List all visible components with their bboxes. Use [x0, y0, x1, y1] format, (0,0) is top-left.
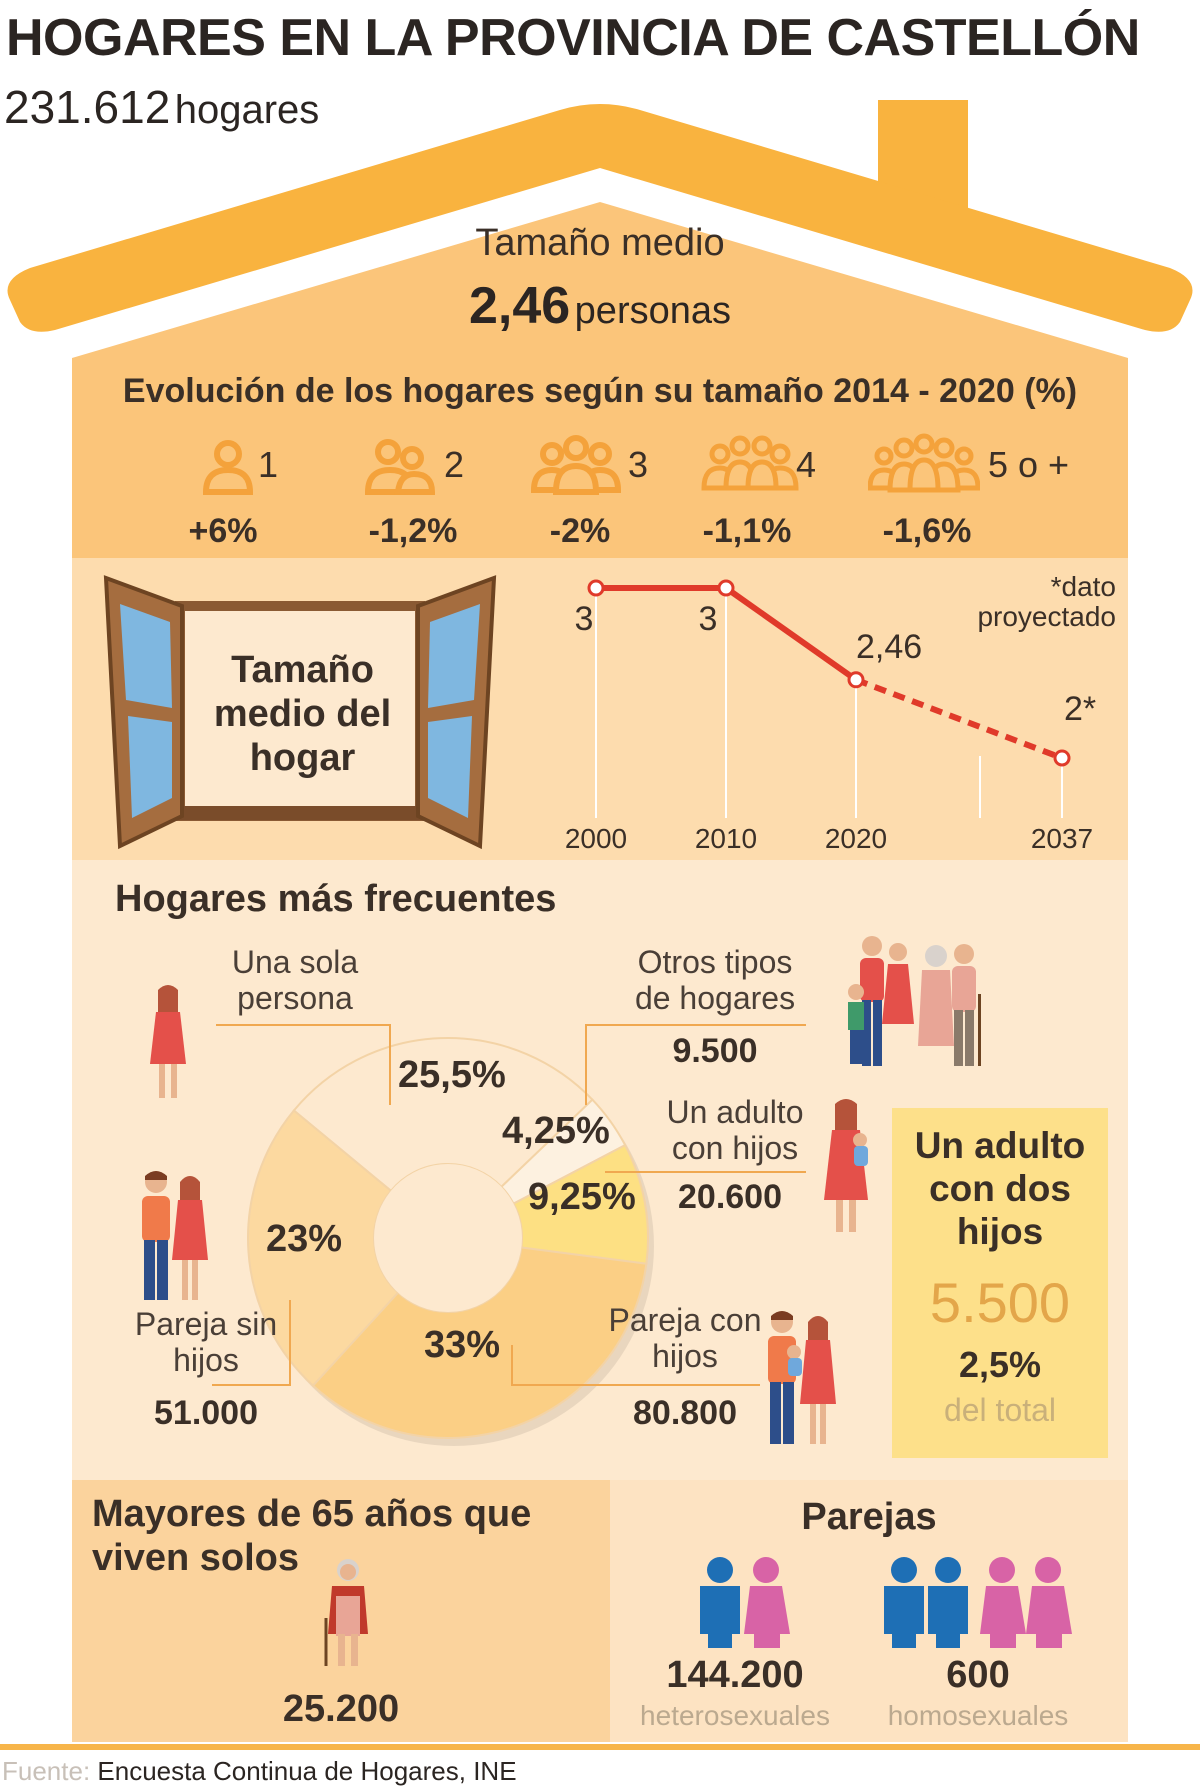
donut-slice-4: [247, 1109, 400, 1388]
box-number: 5.500: [929, 1271, 1071, 1334]
hetero-label: heterosexuales: [640, 1700, 830, 1731]
couples-title: Parejas: [801, 1496, 937, 1538]
count-other: 9.500: [672, 1032, 758, 1070]
avg-size-label: Tamaño medio: [475, 222, 725, 264]
data-label-2000: 3: [575, 600, 594, 638]
label-single-parent: Un adulto con hijos: [666, 1094, 804, 1166]
data-label-2020: 2,46: [856, 628, 922, 666]
five-persons-icon: [868, 433, 980, 493]
segment-pct-couple-nokids: 23%: [266, 1218, 343, 1260]
point-2037: [1053, 749, 1071, 767]
avg-size-value: 2,46 personas: [0, 276, 1200, 336]
homo-value: 600: [946, 1654, 1010, 1696]
count-couple-kids: 80.800: [633, 1394, 737, 1432]
box-title: Un adulto con dos hijos: [914, 1125, 1086, 1252]
two-persons-icon: [364, 439, 436, 495]
box-note: del total: [943, 1392, 1057, 1428]
window-illustration: [103, 575, 497, 850]
data-label-2010: 3: [699, 600, 718, 638]
hetero-value: 144.200: [666, 1654, 804, 1696]
size-label-1: 1: [258, 444, 279, 485]
single-parent-two-kids-box: [892, 1108, 1108, 1458]
page-title: HOGARES EN LA PROVINCIA DE CASTELLÓN: [6, 9, 1140, 67]
elderly-woman-figure: [324, 1559, 368, 1666]
segment-pct-couple-kids: 33%: [424, 1324, 501, 1366]
segment-pct-other: 4,25%: [502, 1110, 610, 1152]
hetero-couple-icon: [700, 1557, 790, 1648]
label-couple-kids: Pareja con hijos: [608, 1302, 762, 1374]
household-types-donut: [247, 1037, 654, 1446]
x-tick-2020: 2020: [825, 823, 887, 854]
size-label-2: 2: [444, 444, 465, 485]
three-persons-icon: [530, 435, 622, 495]
source-line: Fuente: Encuesta Continua de Hogares, IN…: [2, 1756, 517, 1787]
point-2000: [587, 579, 605, 597]
point-2020: [847, 671, 865, 689]
avg-size-number: 2,46: [469, 277, 571, 335]
family-figure: [848, 936, 981, 1066]
evolution-title: Evolución de los hogares según su tamaño…: [122, 372, 1078, 410]
label-single: Una sola persona: [231, 944, 359, 1016]
segment-pct-single-parent: 9,25%: [528, 1176, 636, 1218]
projected-note: *dato proyectado: [977, 571, 1116, 632]
data-label-2037: 2*: [1064, 690, 1096, 728]
total-households: 231.612 hogares: [4, 80, 319, 134]
total-number: 231.612: [4, 81, 171, 133]
mother-child-figure: [824, 1099, 868, 1232]
evolution-section: [72, 358, 1128, 558]
size-pct-4: -1,1%: [702, 512, 792, 550]
four-persons-icon: [701, 435, 799, 491]
avg-size-line-chart: 3 2000 3 2010 2,46 2020 2* 2037: [565, 579, 1096, 854]
elderly-title: Mayores de 65 años que viven solos: [92, 1493, 532, 1579]
segment-pct-single: 25,5%: [398, 1054, 506, 1096]
total-unit: hogares: [174, 88, 320, 132]
elderly-value: 25.200: [282, 1688, 400, 1730]
homo-couples-icon: [884, 1557, 1072, 1648]
projected-segment: [854, 676, 1064, 761]
one-person-icon: [202, 440, 254, 495]
couple-figure: [142, 1171, 208, 1300]
point-2010: [717, 579, 735, 597]
label-couple-nokids: Pareja sin hijos: [134, 1306, 278, 1378]
bottom-divider: [0, 1744, 1200, 1750]
source-text: Encuesta Continua de Hogares, INE: [97, 1756, 517, 1786]
size-pct-1: +6%: [188, 512, 258, 550]
donut-hole: [374, 1164, 522, 1312]
x-tick-2000: 2000: [565, 823, 627, 854]
avg-size-unit: personas: [574, 290, 731, 332]
size-label-4: 4: [796, 444, 817, 485]
count-couple-nokids: 51.000: [154, 1394, 258, 1432]
x-tick-2010: 2010: [695, 823, 757, 854]
homo-label: homosexuales: [887, 1700, 1069, 1731]
size-pct-5: -1,6%: [882, 512, 972, 550]
line-segment: [724, 585, 858, 683]
label-other: Otros tipos de hogares: [634, 944, 796, 1016]
box-pct: 2,5%: [958, 1344, 1042, 1385]
count-single-parent: 20.600: [678, 1178, 782, 1216]
size-label-3: 3: [628, 444, 649, 485]
single-woman-figure: [150, 985, 186, 1098]
frequent-title: Hogares más frecuentes: [115, 878, 557, 920]
size-pct-3: -2%: [549, 512, 611, 550]
size-label-5: 5 o +: [988, 444, 1070, 485]
size-pct-2: -1,2%: [368, 512, 458, 550]
couple-with-baby-figure: [768, 1311, 836, 1444]
window-label: Tamaño medio del hogar: [213, 649, 392, 779]
house-roof: [7, 100, 1193, 358]
source-label: Fuente:: [2, 1756, 91, 1786]
leader-lines: [212, 1024, 806, 1386]
x-tick-2037: 2037: [1031, 823, 1093, 854]
